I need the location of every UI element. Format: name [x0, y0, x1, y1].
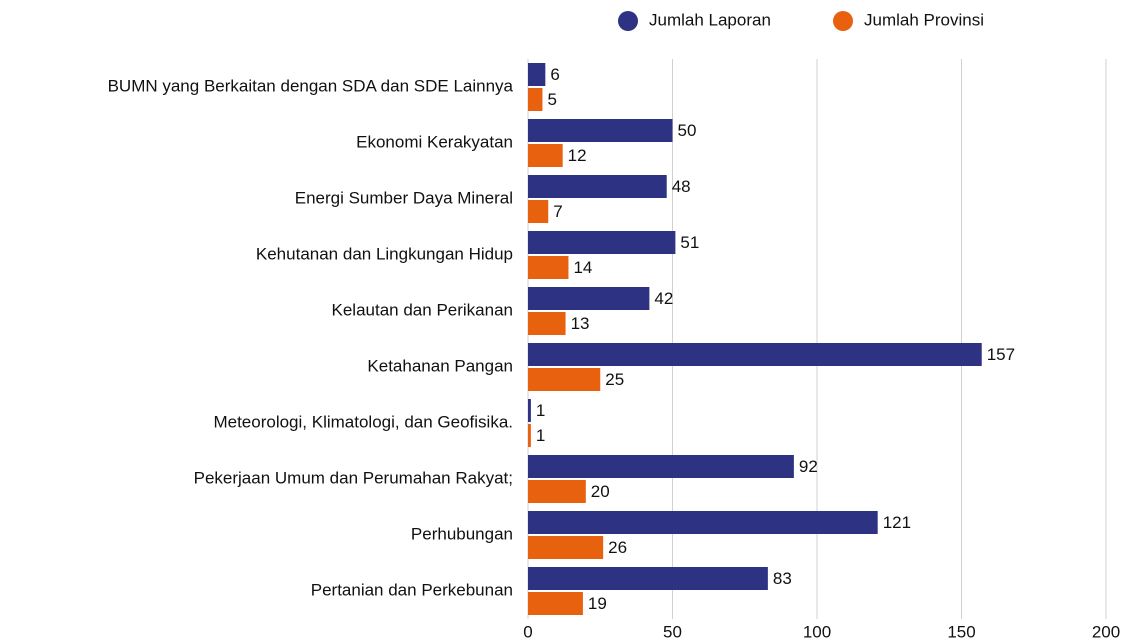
- value-label: 20: [591, 482, 610, 501]
- value-label: 6: [550, 65, 559, 84]
- y-tick-label: Pertanian dan Perkebunan: [311, 580, 513, 599]
- bar: [528, 312, 566, 335]
- bar: [528, 567, 768, 590]
- value-label: 51: [680, 233, 699, 252]
- value-label: 121: [883, 513, 911, 532]
- bar: [528, 63, 546, 86]
- bar: [528, 119, 673, 142]
- value-label: 92: [799, 457, 818, 476]
- legend-label: Jumlah Laporan: [649, 10, 771, 29]
- y-tick-label: Meteorologi, Klimatologi, dan Geofisika.: [213, 412, 513, 431]
- x-tick-label: 100: [803, 622, 831, 641]
- legend-swatch: [833, 11, 853, 31]
- value-label: 5: [547, 90, 556, 109]
- bar: [528, 256, 569, 279]
- value-label: 12: [568, 146, 587, 165]
- bar: [528, 343, 982, 366]
- x-tick-label: 150: [947, 622, 975, 641]
- y-tick-label: Ekonomi Kerakyatan: [356, 132, 513, 151]
- y-tick-label: Pekerjaan Umum dan Perumahan Rakyat;: [194, 468, 513, 487]
- value-label: 48: [672, 177, 691, 196]
- value-label: 1: [536, 401, 545, 420]
- value-label: 42: [654, 289, 673, 308]
- x-tick-label: 200: [1092, 622, 1120, 641]
- legend-label: Jumlah Provinsi: [864, 10, 984, 29]
- y-tick-label: Perhubungan: [411, 524, 513, 543]
- value-label: 83: [773, 569, 792, 588]
- value-label: 1: [536, 426, 545, 445]
- value-label: 26: [608, 538, 627, 557]
- y-tick-label: Ketahanan Pangan: [367, 356, 513, 375]
- bar: [528, 231, 676, 254]
- value-label: 13: [571, 314, 590, 333]
- value-label: 19: [588, 594, 607, 613]
- bar: [528, 424, 531, 447]
- y-tick-label: Kehutanan dan Lingkungan Hidup: [256, 244, 513, 263]
- value-label: 7: [553, 202, 562, 221]
- legend-swatch: [618, 11, 638, 31]
- bar: [528, 200, 549, 223]
- bar: [528, 455, 794, 478]
- bar: [528, 536, 604, 559]
- value-label: 157: [987, 345, 1015, 364]
- bar: [528, 592, 583, 615]
- bar: [528, 480, 586, 503]
- value-label: 14: [573, 258, 592, 277]
- value-label: 50: [678, 121, 697, 140]
- y-tick-label: Energi Sumber Daya Mineral: [295, 188, 513, 207]
- bar: [528, 399, 531, 422]
- bar: [528, 88, 543, 111]
- x-tick-label: 0: [523, 622, 532, 641]
- bar: [528, 175, 667, 198]
- bar: [528, 511, 878, 534]
- y-tick-label: Kelautan dan Perikanan: [332, 300, 513, 319]
- bar: [528, 287, 650, 310]
- y-tick-label: BUMN yang Berkaitan dengan SDA dan SDE L…: [108, 76, 514, 95]
- value-label: 25: [605, 370, 624, 389]
- bar: [528, 144, 563, 167]
- x-tick-label: 50: [663, 622, 682, 641]
- bar: [528, 368, 601, 391]
